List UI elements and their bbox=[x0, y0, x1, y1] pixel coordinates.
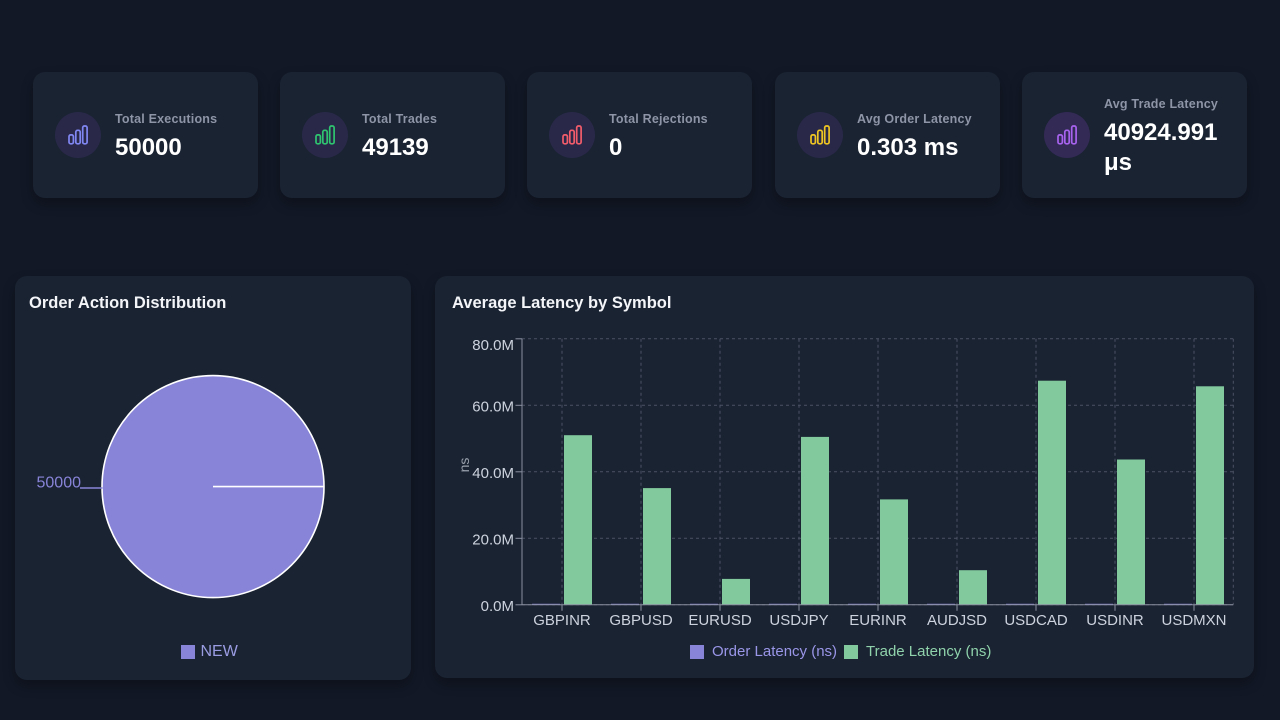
svg-text:GBPINR: GBPINR bbox=[533, 612, 591, 629]
svg-text:80.0M: 80.0M bbox=[472, 337, 514, 354]
svg-text:20.0M: 20.0M bbox=[472, 531, 514, 548]
svg-text:NEW: NEW bbox=[201, 643, 239, 660]
svg-text:Trade Latency (ns): Trade Latency (ns) bbox=[866, 643, 991, 660]
svg-text:AUDJSD: AUDJSD bbox=[927, 612, 987, 629]
svg-text:EURINR: EURINR bbox=[849, 612, 907, 629]
svg-text:40.0M: 40.0M bbox=[472, 465, 514, 482]
svg-text:USDCAD: USDCAD bbox=[1004, 612, 1068, 629]
svg-text:50000: 50000 bbox=[37, 475, 82, 492]
svg-text:USDINR: USDINR bbox=[1086, 612, 1144, 629]
svg-text:USDMXN: USDMXN bbox=[1161, 612, 1226, 629]
svg-text:EURUSD: EURUSD bbox=[688, 612, 752, 629]
svg-text:60.0M: 60.0M bbox=[472, 398, 514, 415]
svg-text:GBPUSD: GBPUSD bbox=[609, 612, 673, 629]
svg-text:ns: ns bbox=[456, 458, 472, 473]
svg-text:USDJPY: USDJPY bbox=[769, 612, 828, 629]
svg-text:Order Latency (ns): Order Latency (ns) bbox=[712, 643, 837, 660]
svg-text:0.0M: 0.0M bbox=[481, 598, 514, 615]
